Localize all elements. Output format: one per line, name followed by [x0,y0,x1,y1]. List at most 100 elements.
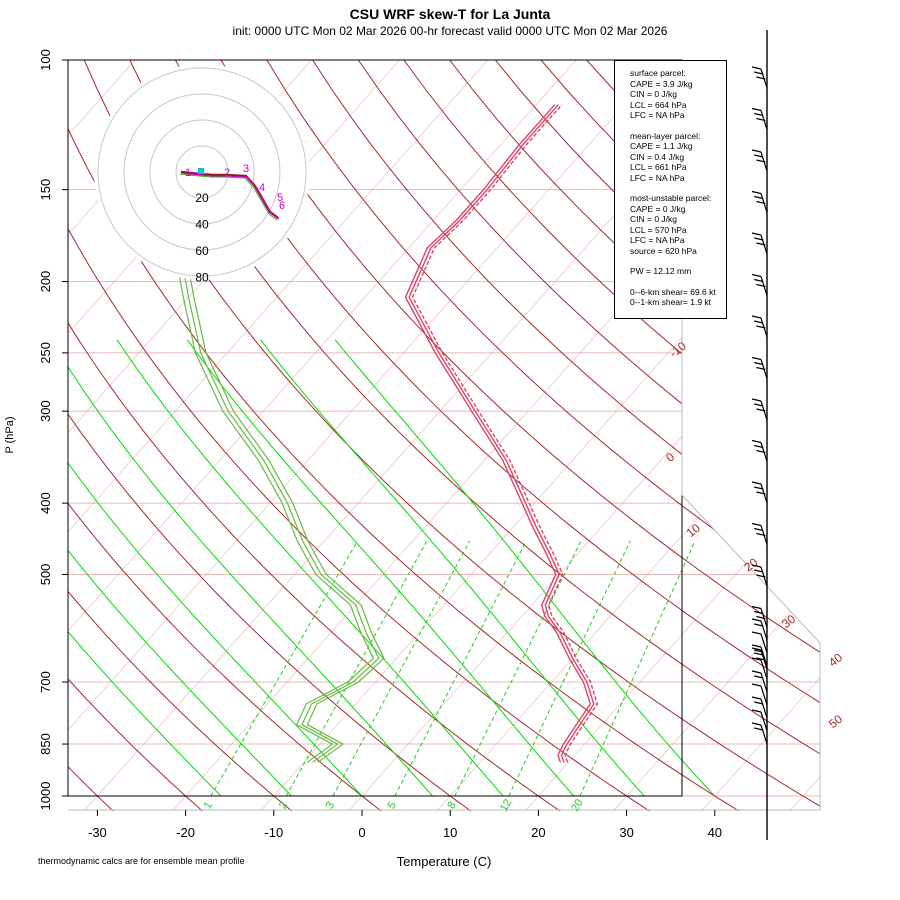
dewpoint-profile-line [184,247,385,763]
x-tick-label: -30 [88,825,107,840]
hodograph-trace [179,173,278,221]
most-unstable-parcel-block: most-unstable parcel: CAPE = 0 J/kg CIN … [630,193,726,256]
info-line: LCL = 664 hPa [630,99,687,110]
chart-subtitle: init: 0000 UTC Mon 02 Mar 2026 00-hr for… [232,24,668,38]
isotherm-label: 10 [684,521,703,540]
x-tick-label: 0 [358,825,365,840]
info-line: CIN = 0 J/kg [630,89,678,99]
moist-adiabat-line [68,339,292,797]
moist-adiabat-line [260,339,645,797]
wind-barb [751,149,768,172]
info-line: source = 620 hPa [630,245,697,256]
mixing-ratio-label: 8 [445,800,458,811]
mixing-ratio-line [454,540,582,797]
mixing-ratio-line [210,540,359,797]
info-line: CAPE = 1.1 J/kg [630,141,693,151]
wind-barb [751,618,768,641]
info-line: 0--1-km shear= 1.9 kt [630,297,712,307]
chart-title: CSU WRF skew-T for La Junta [349,6,551,22]
info-line: LCL = 661 hPa [630,162,687,172]
wind-barb [751,709,768,732]
x-tick-label: 20 [531,825,545,840]
hodograph-height-label: 3 [243,163,249,175]
temperature-profile-line [411,104,599,763]
mixing-ratio-line [285,540,428,797]
dry-adiabat-line [68,60,472,811]
mixing-ratio-line [332,540,471,797]
dry-adiabat-line [68,60,293,811]
wind-barb [751,232,768,255]
isotherm-label: 40 [826,650,845,669]
dry-adiabat-line [69,60,820,811]
y-tick-label: 850 [38,733,53,755]
info-line: mean-layer parcel: [630,130,701,141]
dewpoint-profile-line [173,247,375,763]
dry-adiabat-line [868,26,900,811]
mixing-ratio-label: 20 [569,797,586,814]
wind-barb [751,696,768,719]
isotherm-line [612,60,820,811]
wind-barb [751,644,768,667]
info-line: LFC = NA hPa [630,110,685,120]
x-axis-label: Temperature (C) [397,854,492,869]
isotherm-line [68,60,607,811]
dry-adiabat-line [824,26,900,811]
plot-frame-extension [68,60,821,811]
wind-barb [751,670,768,693]
wind-barb [751,647,768,670]
y-tick-label: 700 [38,671,53,693]
info-line: most-unstable parcel: [630,193,712,203]
wind-barb [751,398,768,421]
hodograph-ring-label: 20 [195,191,209,205]
dry-adiabat-line [247,60,820,811]
wind-barb [751,605,768,628]
isotherm-label: 30 [779,612,798,631]
hodograph-ring [175,145,229,199]
temperature-profile-line [404,104,592,763]
moist-adiabat-line [68,339,222,797]
info-line: CAPE = 0 J/kg [630,203,686,214]
hodograph-height-label: 1 [185,167,191,179]
info-line: surface parcel: [630,68,686,78]
x-tick-label: 40 [708,825,722,840]
info-line: CIN = 0 J/kg [630,214,678,224]
wind-barb [751,107,768,130]
dry-adiabat-line [291,60,820,811]
hodograph-height-label: 4 [259,182,265,194]
wind-barb [751,356,768,379]
info-line: LFC = NA hPa [630,235,685,245]
x-tick-label: 10 [443,825,457,840]
info-line: 0--6-km shear= 69.6 kt [630,286,716,297]
hodograph-ring [149,119,255,225]
hodograph-height-label: 6 [279,200,285,212]
hodograph-ring-label: 40 [195,218,209,232]
mixing-ratio-label: 2 [277,800,290,811]
wind-barbs [751,66,768,745]
y-tick-label: 100 [38,49,53,71]
hodograph-ring [123,93,281,251]
mixing-ratio-line [508,540,631,797]
mixing-ratio-label: 5 [385,800,398,811]
wind-barb [751,631,768,654]
dry-adiabat-line [335,60,820,811]
thermo-info-box: surface parcel: CAPE = 3.9 J/kg CIN = 0 … [614,60,727,319]
wind-barb [751,66,768,89]
info-line: LCL = 570 hPa [630,224,687,235]
mixing-ratio-label: 1 [202,800,215,811]
hodograph-ring-label: 80 [195,271,209,285]
hodograph-trace [181,172,280,220]
hodograph-ring-label: 60 [195,244,209,258]
dry-adiabat-line [68,60,562,811]
isotherm-label: 50 [826,712,845,731]
dry-adiabat-line [68,60,114,811]
info-line: CAPE = 3.9 J/kg [630,78,693,89]
wind-barb [751,481,768,504]
wind-barb [751,315,768,338]
wind-barb [751,722,768,745]
isotherm-line [259,60,820,811]
moist-adiabat-line [116,339,504,797]
y-tick-label: 200 [38,271,53,293]
isotherm-line [68,60,430,811]
